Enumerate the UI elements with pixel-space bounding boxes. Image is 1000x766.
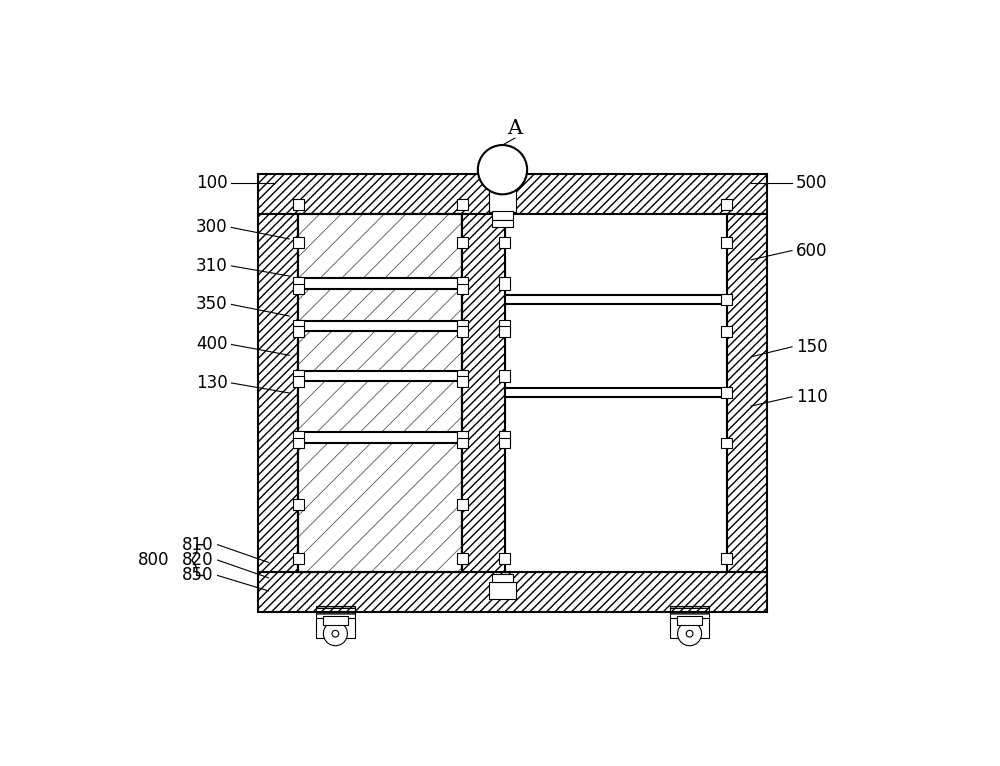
Bar [721, 437, 732, 448]
Circle shape [478, 145, 527, 195]
Bar [457, 237, 468, 248]
Text: 150: 150 [796, 338, 827, 355]
Bar [293, 277, 304, 290]
Bar [457, 199, 468, 210]
Bar [316, 618, 355, 638]
Bar [721, 326, 732, 337]
Bar [323, 616, 348, 625]
Bar [677, 616, 702, 625]
Bar [457, 326, 468, 337]
Bar [721, 294, 732, 305]
Bar [505, 295, 727, 304]
Bar [727, 214, 767, 572]
Text: 820: 820 [182, 551, 214, 569]
Bar [492, 211, 512, 220]
Bar [499, 437, 510, 448]
Bar [505, 214, 727, 572]
Bar [258, 174, 767, 214]
Bar [721, 553, 732, 564]
Text: 850: 850 [182, 567, 214, 584]
Circle shape [678, 622, 702, 646]
Bar [298, 214, 462, 572]
Bar [457, 499, 468, 510]
Bar [258, 214, 298, 572]
Bar [499, 320, 510, 332]
Bar [293, 499, 304, 510]
Bar [457, 553, 468, 564]
Bar [721, 237, 732, 248]
Bar [457, 437, 468, 448]
Bar [457, 277, 468, 290]
Bar [457, 320, 468, 332]
Text: 130: 130 [196, 374, 228, 392]
Text: 350: 350 [196, 296, 228, 313]
Bar [721, 199, 732, 210]
Text: 600: 600 [796, 241, 827, 260]
Bar [492, 220, 512, 228]
Bar [293, 431, 304, 444]
Bar [492, 574, 512, 581]
Text: A: A [507, 119, 522, 139]
Bar [505, 388, 727, 397]
Bar [670, 607, 709, 620]
Circle shape [686, 630, 693, 637]
Bar [499, 431, 510, 444]
Text: 500: 500 [796, 174, 827, 192]
Text: 810: 810 [182, 535, 214, 554]
Bar [298, 214, 462, 572]
Bar [489, 191, 516, 212]
Bar [298, 371, 462, 381]
Bar [499, 199, 510, 210]
Bar [298, 432, 462, 443]
Bar [489, 581, 516, 598]
Bar [293, 237, 304, 248]
Bar [293, 376, 304, 387]
Bar [721, 387, 732, 398]
Bar [258, 572, 767, 613]
Bar [670, 618, 709, 638]
Bar [298, 214, 727, 572]
Bar [499, 277, 510, 290]
Text: 310: 310 [196, 257, 228, 275]
Bar [293, 326, 304, 337]
Text: 800: 800 [138, 551, 170, 569]
Text: 110: 110 [796, 388, 828, 406]
Bar [293, 199, 304, 210]
Bar [298, 278, 462, 289]
Bar [457, 283, 468, 294]
Bar [457, 370, 468, 382]
Text: 100: 100 [196, 174, 228, 192]
Circle shape [332, 630, 339, 637]
Bar [462, 214, 505, 572]
Circle shape [323, 622, 347, 646]
Bar [293, 283, 304, 294]
Bar [293, 320, 304, 332]
Bar [298, 321, 462, 332]
Bar [499, 370, 510, 382]
Bar [316, 607, 355, 620]
Bar [499, 553, 510, 564]
Bar [499, 237, 510, 248]
Bar [293, 553, 304, 564]
Bar [298, 214, 462, 572]
Bar [293, 370, 304, 382]
Bar [293, 437, 304, 448]
Text: 400: 400 [196, 336, 228, 353]
Bar [499, 326, 510, 337]
Bar [457, 431, 468, 444]
Text: 300: 300 [196, 218, 228, 237]
Bar [457, 376, 468, 387]
